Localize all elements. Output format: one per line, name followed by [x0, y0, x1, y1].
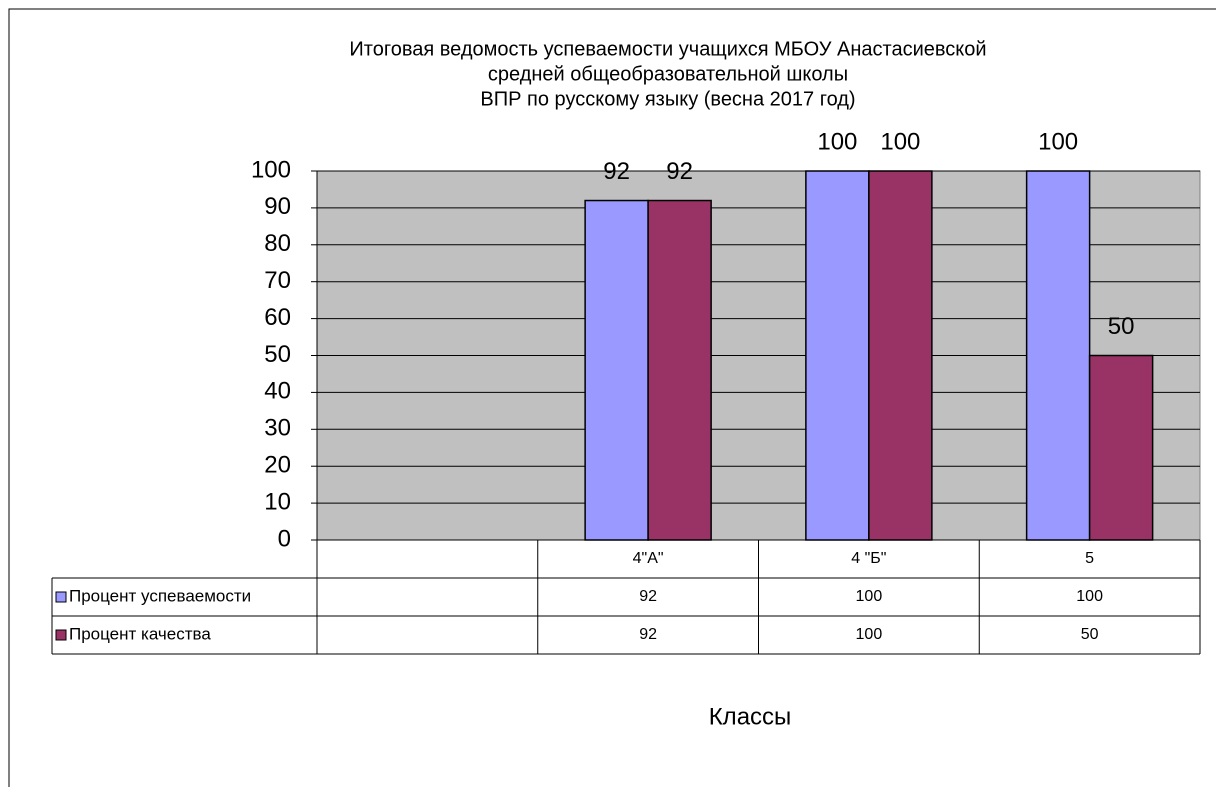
y-tick-label: 40	[264, 378, 291, 405]
table-value: 100	[856, 626, 883, 643]
y-tick-label: 60	[264, 304, 291, 331]
table-value: 50	[1081, 626, 1099, 643]
legend-swatch	[55, 591, 67, 603]
bar	[1025, 170, 1091, 541]
table-value: 92	[639, 626, 657, 643]
data-label: 92	[666, 158, 693, 185]
x-tick-label: 5	[1085, 550, 1094, 567]
y-tick-label: 80	[264, 230, 291, 257]
data-label: 50	[1108, 313, 1135, 340]
y-tick-label: 20	[264, 452, 291, 479]
y-tick-label: 100	[251, 156, 291, 183]
x-tick-label: 4"А"	[633, 550, 664, 567]
data-label: 100	[880, 128, 920, 155]
x-axis-label: Классы	[709, 703, 792, 730]
data-label: 100	[817, 128, 857, 155]
legend-label: Процент качества	[69, 624, 211, 643]
table-value: 100	[1076, 588, 1103, 605]
y-tick-label: 10	[264, 488, 291, 515]
bar	[647, 199, 712, 541]
legend-label: Процент успеваемости	[69, 586, 251, 605]
chart-title: средней общеобразовательной школы	[488, 63, 848, 85]
chart-title: ВПР по русскому языку (весна 2017 год)	[480, 88, 855, 110]
y-tick-label: 70	[264, 267, 291, 294]
bar	[805, 170, 870, 541]
y-tick-label: 0	[278, 525, 291, 552]
table-value: 92	[639, 588, 657, 605]
bar	[584, 199, 649, 541]
y-tick-label: 90	[264, 193, 291, 220]
y-tick-label: 50	[264, 341, 291, 368]
data-label: 92	[603, 158, 630, 185]
bar	[1088, 354, 1154, 541]
chart-title: Итоговая ведомость успеваемости учащихся…	[349, 38, 986, 60]
x-tick-label: 4 "Б"	[851, 550, 886, 567]
y-tick-label: 30	[264, 415, 291, 442]
legend-swatch	[55, 629, 67, 641]
bar	[868, 170, 933, 541]
table-value: 100	[856, 588, 883, 605]
data-label: 100	[1038, 128, 1078, 155]
